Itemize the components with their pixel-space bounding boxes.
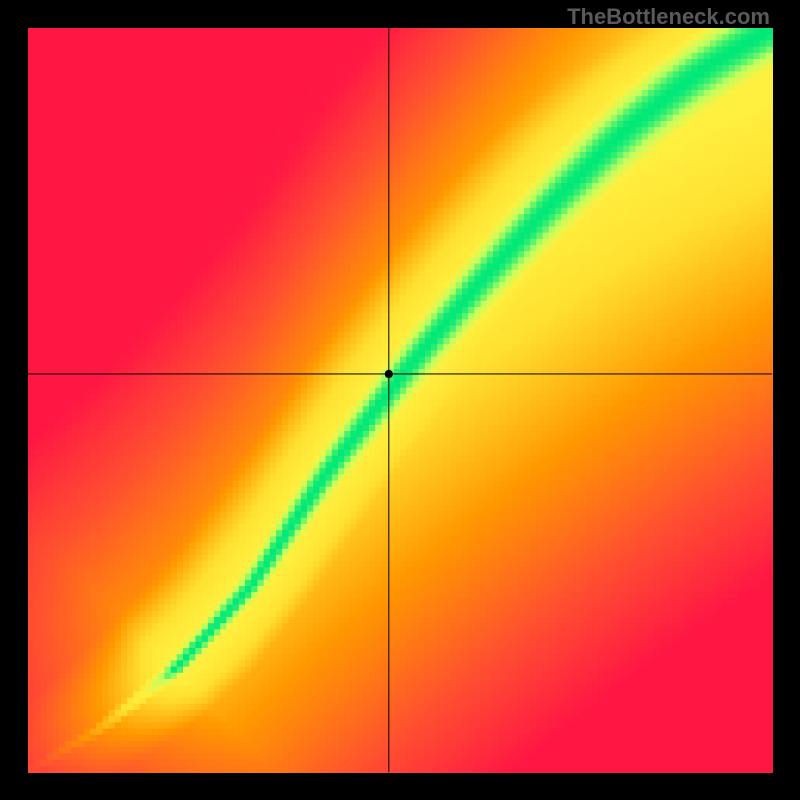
bottleneck-heatmap (0, 0, 800, 800)
watermark-text: TheBottleneck.com (567, 4, 770, 30)
